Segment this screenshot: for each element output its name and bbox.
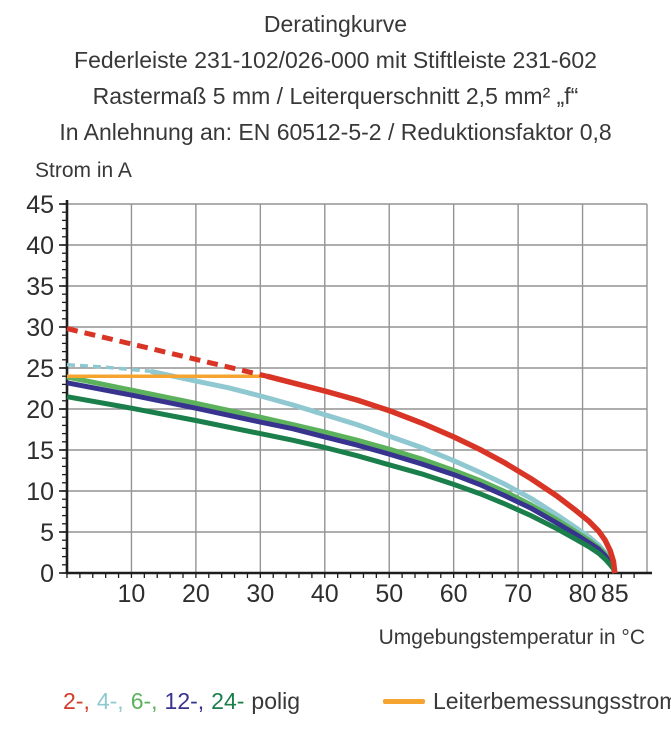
- y-tick-label: 30: [26, 314, 54, 342]
- y-tick-label: 10: [26, 478, 54, 506]
- chart-title: Deratingkurve: [263, 11, 408, 37]
- y-tick-label: 25: [26, 355, 54, 383]
- legend-pole-item: 2-,: [63, 688, 90, 714]
- curve-6-polig: [66, 374, 618, 574]
- curve-4-polig: [150, 368, 618, 574]
- curve-2-polig-dashed: [66, 326, 268, 379]
- x-tick-label: 40: [311, 580, 339, 608]
- chart-subtitle-spec: Rastermaß 5 mm / Leiterquerschnitt 2,5 m…: [92, 83, 579, 109]
- curve-24-polig: [66, 394, 618, 574]
- x-tick-label: 20: [182, 580, 210, 608]
- chart-subtitle-product: Federleiste 231-102/026-000 mit Stiftlei…: [74, 47, 597, 73]
- curve-4-polig-dashed: [66, 362, 151, 374]
- chart-header: Deratingkurve Federleiste 231-102/026-00…: [0, 6, 671, 150]
- x-tick-label: 85: [601, 580, 629, 608]
- rated-current-swatch: [383, 699, 425, 704]
- rated-current-label: Leiterbemessungsstrom: [433, 688, 671, 714]
- x-tick-label: 80: [569, 580, 597, 608]
- legend-pole-item: 12-,: [164, 688, 205, 714]
- x-tick-label: 30: [246, 580, 274, 608]
- x-tick-label: 70: [504, 580, 532, 608]
- x-tick-label: 50: [375, 580, 403, 608]
- y-tick-label: 45: [26, 191, 54, 219]
- y-tick-label: 15: [26, 437, 54, 465]
- y-tick-label: 0: [40, 560, 54, 588]
- legend-pole-item: 4-,: [96, 688, 124, 714]
- legend-pole-item: 6-,: [130, 688, 158, 714]
- derating-curve-plot: 10 20 30 40 50 60 70 80 85 0 5 10 15 20 25 30 35 40 45: [26, 191, 652, 608]
- x-tick-label: 10: [118, 580, 146, 608]
- legend-rated-current: Leiterbemessungsstrom: [383, 688, 671, 715]
- x-tick-label: 60: [440, 580, 468, 608]
- y-tick-label: 35: [26, 273, 54, 301]
- y-tick-label: 40: [26, 232, 54, 260]
- chart-subtitle-standard: In Anlehnung an: EN 60512-5-2 / Reduktio…: [59, 119, 612, 145]
- legend-pole-item: 24-: [211, 688, 245, 714]
- curve-12-polig: [66, 380, 618, 574]
- x-axis-title: Umgebungstemperatur in °C: [378, 626, 645, 649]
- y-tick-label: 20: [26, 396, 54, 424]
- legend-pole-suffix: polig: [251, 688, 301, 714]
- legend-pole-counts: 2-, 4-, 6-, 12-, 24- polig: [63, 688, 300, 715]
- y-tick-label: 5: [40, 519, 54, 547]
- y-axis-title: Strom in A: [35, 159, 132, 182]
- curve-2-polig: [266, 373, 618, 574]
